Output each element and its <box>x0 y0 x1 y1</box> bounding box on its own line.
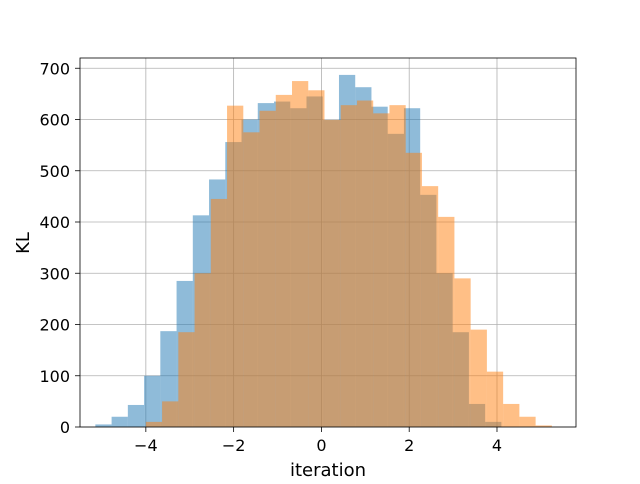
series-1-bar-12 <box>340 105 357 428</box>
x-tick-label-2: 0 <box>316 436 326 455</box>
series-1-bar-16 <box>405 152 422 427</box>
series-1-bar-5 <box>227 105 244 427</box>
x-tick-label-4: 4 <box>492 436 502 455</box>
series-1-bar-8 <box>275 94 293 428</box>
x-tick-label-0: −4 <box>134 436 158 455</box>
series-0-bar-2 <box>127 404 145 427</box>
y-tick-label-5: 500 <box>39 162 70 181</box>
bars-layer <box>95 74 552 428</box>
x-tick-label-1: −2 <box>222 436 246 455</box>
x-axis-label: iteration <box>290 460 366 480</box>
series-1-bar-19 <box>454 278 471 427</box>
y-tick-label-4: 400 <box>39 213 70 232</box>
series-1-bar-6 <box>243 132 260 427</box>
series-0-bar-1 <box>111 416 128 427</box>
series-1-bar-4 <box>210 198 228 427</box>
series-1-bar-10 <box>308 90 325 427</box>
series-1-bar-1 <box>162 401 179 427</box>
series-1-bar-13 <box>356 100 374 427</box>
series-1-bar-21 <box>486 371 504 427</box>
y-tick-label-0: 0 <box>60 418 70 437</box>
x-tick-label-3: 2 <box>404 436 414 455</box>
series-1-bar-2 <box>178 332 195 427</box>
series-1-bar-15 <box>389 105 406 428</box>
y-tick-label-3: 300 <box>39 264 70 283</box>
series-1-bar-3 <box>194 273 211 427</box>
plot-frame <box>79 57 577 428</box>
series-1-bar-23 <box>519 416 536 427</box>
series-1-bar-18 <box>438 216 455 427</box>
series-0-bar-0 <box>95 424 112 427</box>
y-tick-label-2: 200 <box>39 316 70 335</box>
axes-layer: −4 −2 0 2 4 0 100 200 300 400 500 600 700 <box>39 57 577 455</box>
series-1-bar-20 <box>470 329 487 427</box>
series-1-bar-11 <box>324 120 341 427</box>
series-1-bar-24 <box>535 425 552 427</box>
series-1-bar-7 <box>259 110 276 427</box>
series-1-bar-22 <box>503 403 520 427</box>
series-1-bar-9 <box>292 81 309 427</box>
y-tick-label-1: 100 <box>39 367 70 386</box>
series-1-bar-0 <box>145 421 163 427</box>
series-1-bar-17 <box>421 186 439 427</box>
y-tick-label-6: 600 <box>39 111 70 130</box>
y-tick-label-7: 700 <box>39 59 70 78</box>
series-0-bar-3 <box>144 375 161 427</box>
series-1-bar-14 <box>373 113 390 427</box>
y-axis-label: KL <box>13 232 34 254</box>
